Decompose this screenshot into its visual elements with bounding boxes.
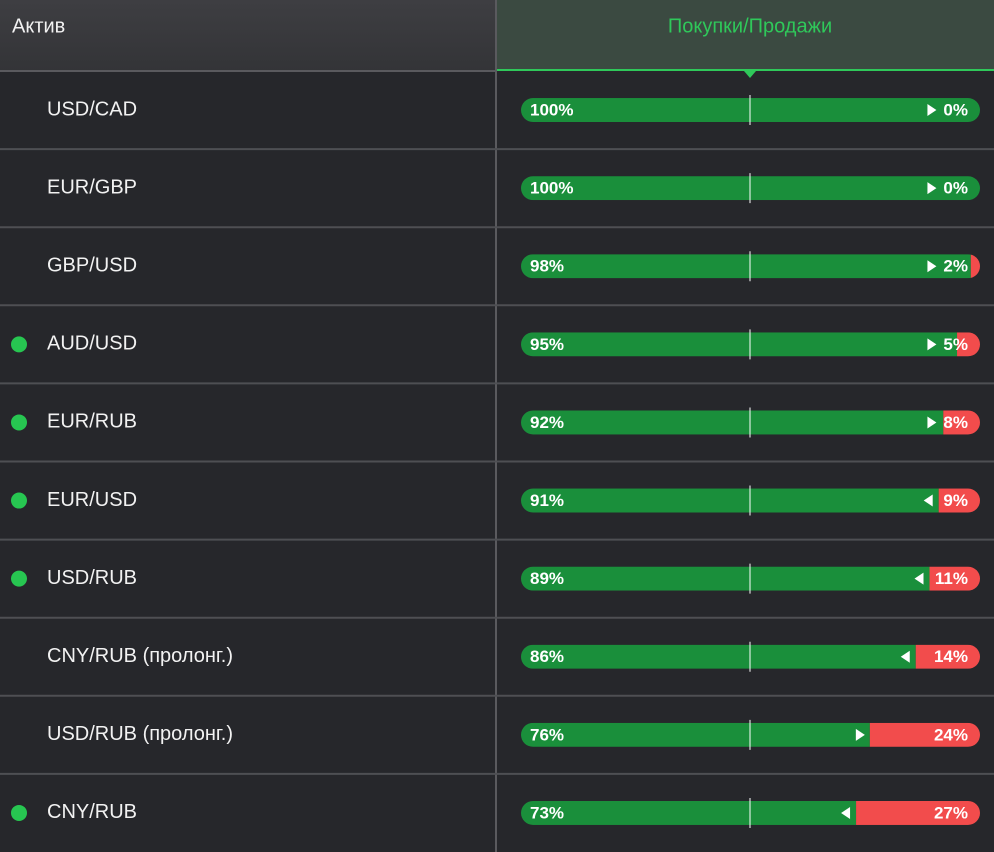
sell-label: 27% bbox=[934, 803, 968, 822]
sell-bar bbox=[943, 410, 980, 435]
sort-indicator bbox=[744, 71, 756, 78]
asset-name: USD/RUB (пролонг.) bbox=[47, 723, 233, 745]
buy-bar bbox=[521, 566, 930, 591]
buy-bar bbox=[521, 254, 971, 279]
direction-arrow bbox=[927, 338, 937, 351]
direction-arrow bbox=[900, 650, 910, 663]
buy-label: 100% bbox=[530, 101, 573, 120]
sell-label: 0% bbox=[943, 179, 968, 198]
asset-name: USD/CAD bbox=[47, 98, 137, 120]
online-dot bbox=[11, 336, 27, 353]
sell-bar bbox=[970, 254, 980, 279]
asset-name: EUR/RUB bbox=[47, 411, 137, 433]
asset-name: CNY/RUB (пролонг.) bbox=[47, 645, 233, 667]
buy-bar bbox=[521, 410, 944, 435]
sell-bar bbox=[929, 566, 980, 591]
sell-bar bbox=[915, 644, 980, 669]
buy-label: 76% bbox=[530, 725, 564, 744]
asset-row[interactable]: EUR/RUB 92% 8% bbox=[0, 382, 994, 438]
sell-label: 5% bbox=[943, 335, 968, 354]
sell-label: 11% bbox=[935, 569, 968, 588]
asset-name: EUR/USD bbox=[47, 489, 137, 511]
buy-label: 98% bbox=[530, 257, 564, 276]
sell-bar bbox=[869, 722, 980, 747]
buy-label: 100% bbox=[530, 179, 573, 198]
asset-row[interactable]: EUR/GBP 100% 0% bbox=[0, 148, 994, 204]
buy-label: 95% bbox=[530, 335, 564, 354]
asset-name: USD/RUB bbox=[47, 567, 137, 589]
direction-arrow bbox=[855, 728, 865, 741]
sell-label: 24% bbox=[934, 725, 968, 744]
sell-label: 2% bbox=[943, 257, 968, 276]
sell-bar bbox=[957, 332, 980, 357]
buy-label: 89% bbox=[530, 569, 564, 588]
sell-bar bbox=[938, 488, 980, 513]
asset-name: GBP/USD bbox=[47, 255, 137, 277]
asset-row[interactable]: USD/CAD 100% 0% bbox=[47, 95, 980, 126]
sell-label: 0% bbox=[943, 101, 968, 120]
buy-label: 92% bbox=[530, 413, 564, 432]
header-asset[interactable]: Актив bbox=[12, 15, 65, 37]
buy-label: 91% bbox=[530, 491, 564, 510]
online-dot bbox=[11, 570, 27, 587]
buy-label: 73% bbox=[530, 803, 564, 822]
asset-name: AUD/USD bbox=[47, 333, 137, 355]
buy-bar bbox=[521, 800, 857, 825]
online-dot bbox=[11, 492, 27, 509]
direction-arrow bbox=[841, 806, 851, 819]
asset-row[interactable]: AUD/USD 95% 5% bbox=[0, 304, 994, 360]
buy-bar bbox=[521, 644, 916, 669]
sell-label: 8% bbox=[943, 413, 968, 432]
asset-row[interactable]: GBP/USD 98% 2% bbox=[0, 226, 994, 282]
asset-row[interactable]: CNY/RUB 73% 27% bbox=[0, 772, 994, 828]
direction-arrow bbox=[927, 260, 937, 273]
direction-arrow bbox=[927, 416, 937, 429]
direction-arrow bbox=[914, 572, 924, 585]
online-dot bbox=[11, 804, 27, 821]
sell-label: 9% bbox=[943, 491, 968, 510]
asset-row[interactable]: USD/RUB (пролонг.) 76% 24% bbox=[0, 694, 994, 750]
asset-name: EUR/GBP bbox=[47, 176, 137, 198]
buy-bar bbox=[521, 332, 958, 357]
asset-row[interactable]: EUR/USD 91% 9% bbox=[0, 460, 994, 516]
asset-name: CNY/RUB bbox=[47, 801, 137, 823]
direction-arrow bbox=[927, 104, 937, 117]
header-cell-active[interactable] bbox=[496, 0, 994, 71]
direction-arrow bbox=[923, 494, 933, 507]
online-dot bbox=[11, 414, 27, 431]
buy-bar bbox=[521, 488, 939, 513]
buy-bar bbox=[521, 722, 870, 747]
sell-label: 14% bbox=[934, 647, 968, 666]
sell-bar bbox=[856, 800, 980, 825]
buy-label: 86% bbox=[530, 647, 564, 666]
asset-row[interactable]: USD/RUB 89% 11% bbox=[0, 538, 994, 594]
header-ratio[interactable]: Покупки/Продажи bbox=[668, 15, 832, 37]
asset-row[interactable]: CNY/RUB (пролонг.) 86% 14% bbox=[0, 616, 994, 672]
direction-arrow bbox=[927, 182, 937, 195]
header-cell[interactable] bbox=[0, 0, 496, 71]
